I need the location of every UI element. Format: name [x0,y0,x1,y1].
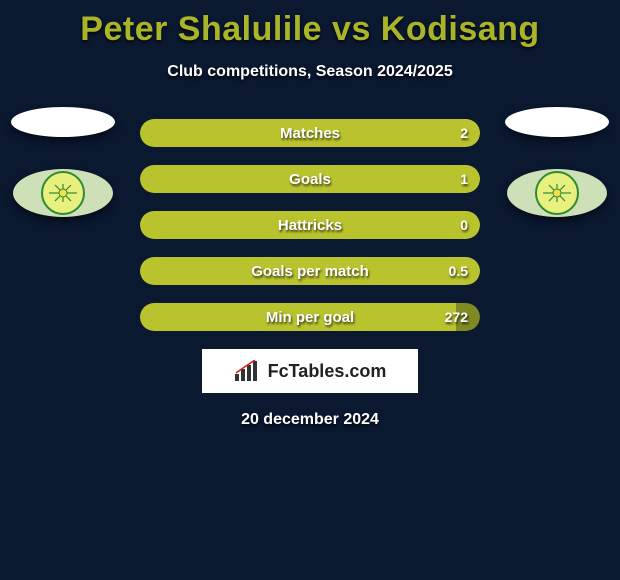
brand-box: FcTables.com [202,349,418,393]
page-subtitle: Club competitions, Season 2024/2025 [0,63,620,81]
stat-row: Min per goal272 [140,303,480,331]
stat-bar-fill [140,211,480,239]
date-label: 20 december 2024 [0,411,620,429]
stat-bar-fill [140,165,480,193]
stat-row: Goals per match0.5 [140,257,480,285]
stat-bar-fill [140,257,480,285]
stat-row: Matches2 [140,119,480,147]
stat-row: Hattricks0 [140,211,480,239]
right-player-column [502,107,612,217]
stat-row: Goals1 [140,165,480,193]
right-club-badge-inner [535,171,579,215]
brand-label: FcTables.com [268,361,387,382]
stat-bars: Matches2 Goals1 Hattricks0 Goals per match0… [140,119,480,331]
right-club-badge [507,169,607,217]
left-club-badge [13,169,113,217]
left-player-column [8,107,118,217]
left-player-photo [11,107,115,137]
stat-bar-fill [140,303,456,331]
right-player-photo [505,107,609,137]
comparison-panel: Matches2 Goals1 Hattricks0 Goals per match0… [0,119,620,429]
sun-rays-icon [543,184,571,202]
page-title: Peter Shalulile vs Kodisang [0,0,620,49]
bar-chart-icon [234,360,262,382]
left-club-badge-inner [41,171,85,215]
sun-rays-icon [49,184,77,202]
stat-bar-fill [140,119,480,147]
